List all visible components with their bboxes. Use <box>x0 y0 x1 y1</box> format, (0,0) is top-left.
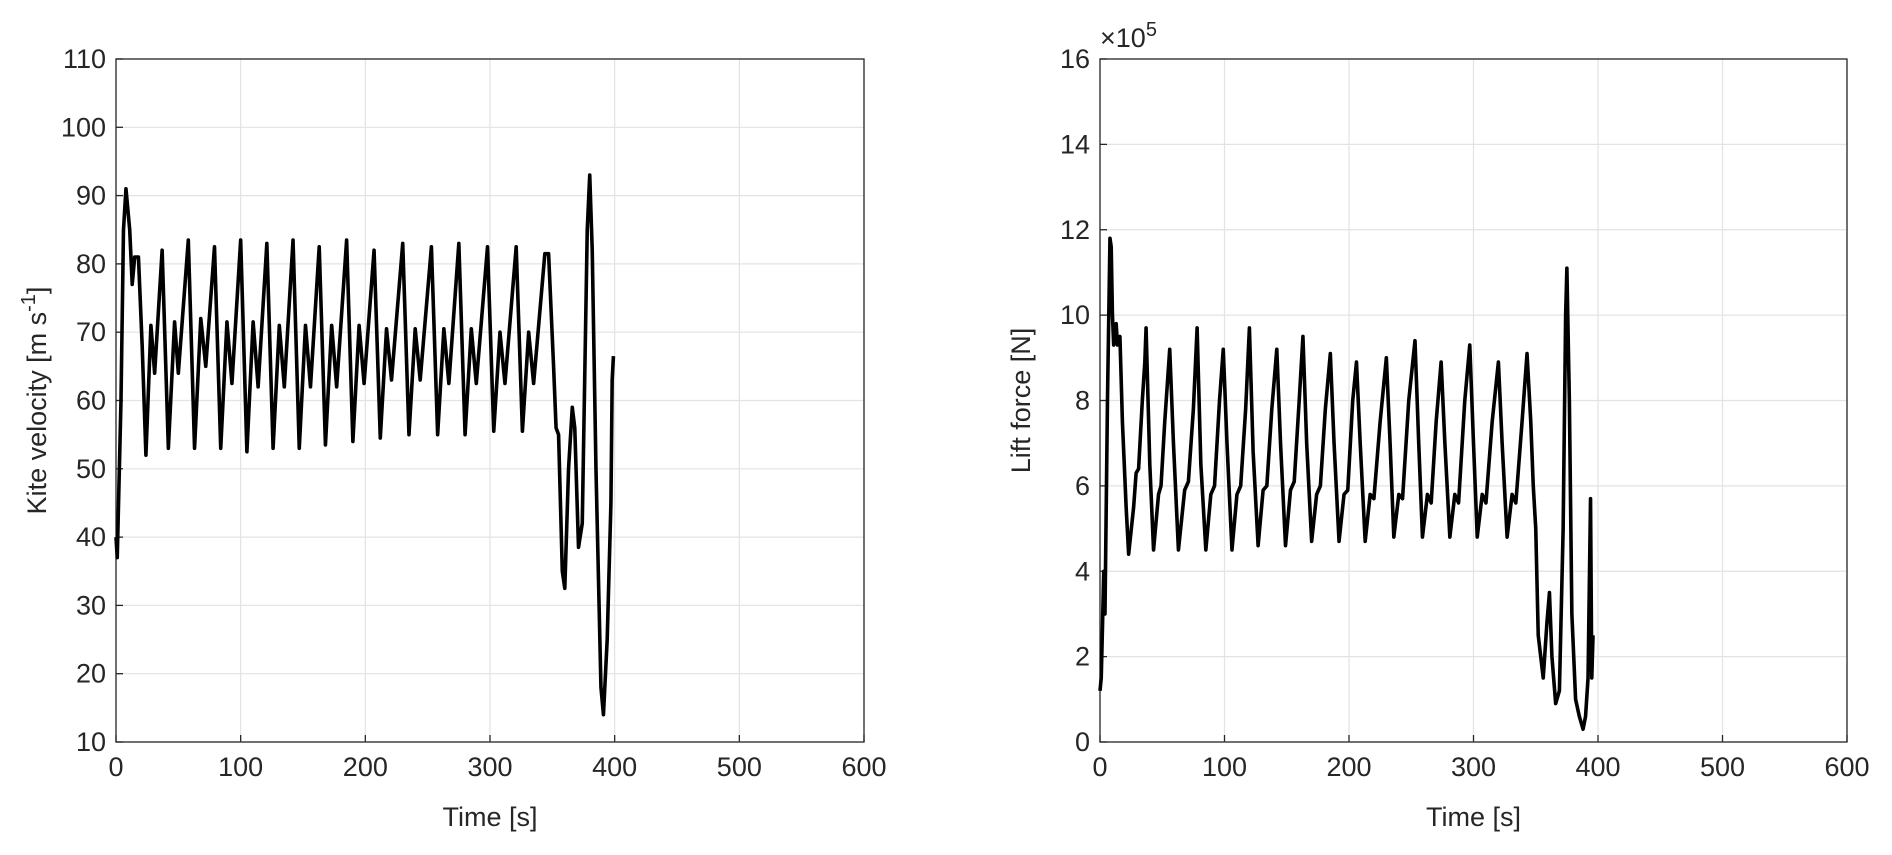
y-tick-label: 12 <box>1060 215 1090 245</box>
y-tick-label: 14 <box>1060 129 1090 159</box>
x-tick-label: 500 <box>717 752 762 782</box>
label-part: ] <box>22 287 52 295</box>
x-tick-label: 400 <box>1575 752 1620 782</box>
y-tick-label: 10 <box>76 727 106 757</box>
x-tick-label: 400 <box>592 752 637 782</box>
x-tick-label: 600 <box>841 752 886 782</box>
y-tick-label: 8 <box>1075 386 1090 416</box>
y-tick-label: 50 <box>76 454 106 484</box>
x-tick-label: 500 <box>1700 752 1745 782</box>
y-tick-label: 70 <box>76 317 106 347</box>
data-line <box>114 173 616 717</box>
y-tick-label: 110 <box>63 44 106 74</box>
label-part: Lift force [N] <box>1006 328 1036 474</box>
x-tick-label: 100 <box>1202 752 1247 782</box>
superscript: -1 <box>18 294 40 312</box>
x-axis-label: Time [s] <box>1426 802 1521 832</box>
label-part: Kite velocity [m s <box>22 312 52 515</box>
label-part: ×10 <box>1100 23 1146 53</box>
x-tick-label: 200 <box>1326 752 1371 782</box>
y-tick-label: 16 <box>1060 44 1090 74</box>
x-tick-label: 0 <box>1092 752 1107 782</box>
x-tick-label: 300 <box>1451 752 1496 782</box>
y-tick-label: 80 <box>76 249 106 279</box>
y-tick-label: 2 <box>1075 642 1090 672</box>
x-tick-label: 0 <box>108 752 123 782</box>
y-axis-label: Lift force [N] <box>1006 328 1036 474</box>
y-tick-label: 60 <box>76 386 106 416</box>
x-tick-label: 600 <box>1824 752 1869 782</box>
y-tick-label: 100 <box>61 112 106 142</box>
y-tick-label: 6 <box>1075 471 1090 501</box>
axis-multiplier: ×105 <box>1100 19 1157 53</box>
y-tick-label: 40 <box>76 522 106 552</box>
x-axis-label: Time [s] <box>442 802 537 832</box>
y-tick-label: 30 <box>76 590 106 620</box>
data-line <box>1098 236 1595 731</box>
x-tick-label: 200 <box>343 752 388 782</box>
y-tick-label: 20 <box>76 659 106 689</box>
y-tick-label: 90 <box>76 181 106 211</box>
x-tick-label: 100 <box>218 752 263 782</box>
y-tick-label: 10 <box>1060 300 1090 330</box>
superscript: 5 <box>1146 19 1157 41</box>
y-tick-label: 4 <box>1075 556 1090 586</box>
y-tick-label: 0 <box>1075 727 1090 757</box>
subplot: 0 100 200 300 400 500 600 10 20 30 40 50 60 70 80 90 100… <box>18 44 887 832</box>
x-tick-label: 300 <box>467 752 512 782</box>
axes-box <box>1099 58 1848 743</box>
y-axis-label: Kite velocity [m s-1] <box>18 287 52 515</box>
axes-box <box>115 58 865 743</box>
subplot: 0 100 200 300 400 500 600 0 2 4 6 8 10 12 14 16 Time [s]… <box>1006 19 1870 832</box>
